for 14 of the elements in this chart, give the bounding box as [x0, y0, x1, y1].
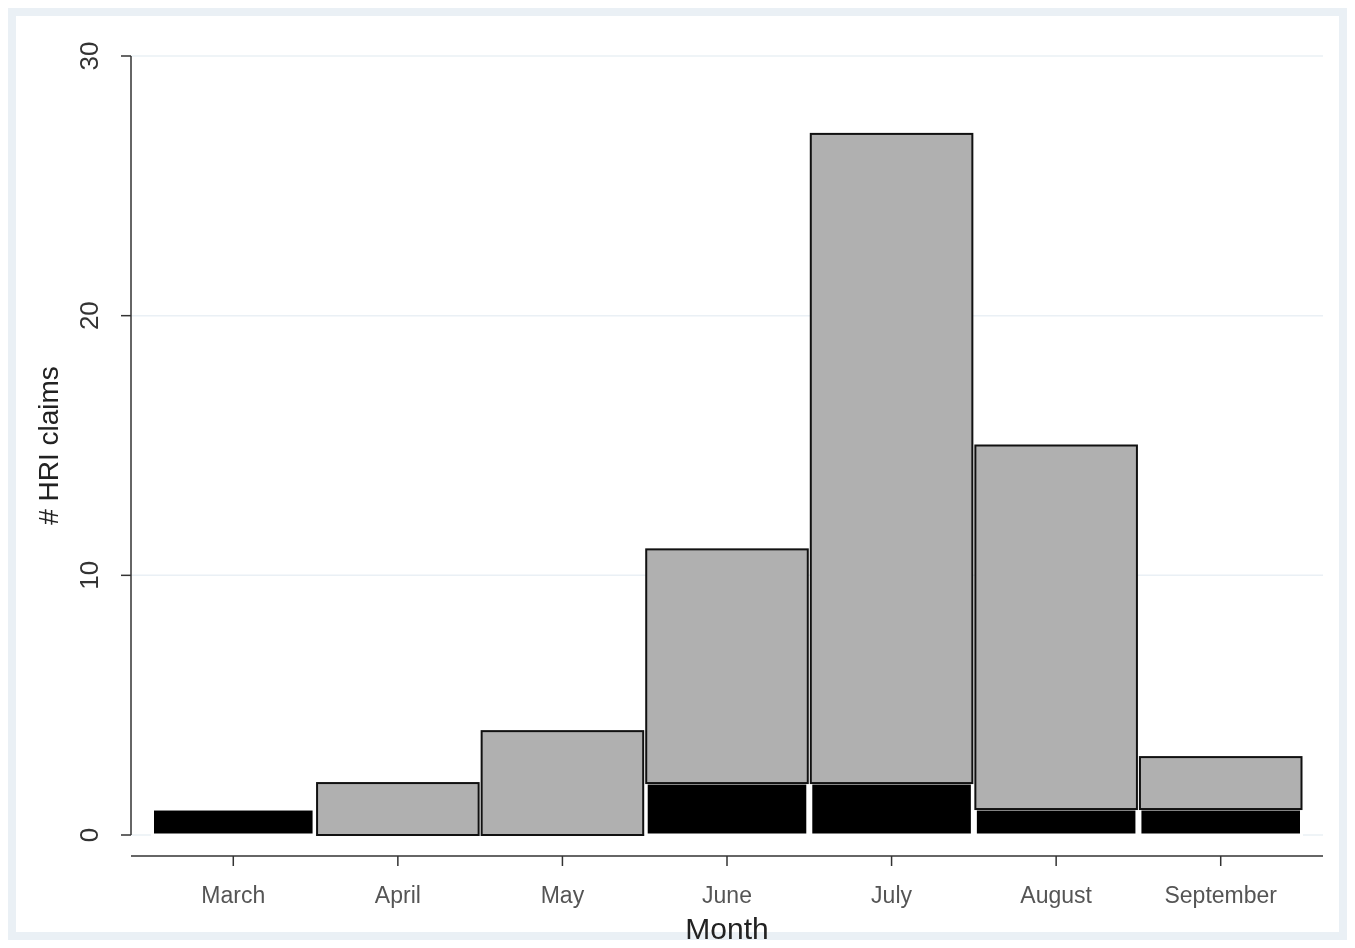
y-tick-label: 30 — [73, 41, 104, 71]
x-tick-label: March — [201, 882, 266, 908]
y-tick-label: 20 — [73, 301, 104, 331]
x-tick-label: August — [1020, 882, 1093, 908]
x-tick-label: September — [1164, 882, 1278, 908]
y-tick-label: 0 — [73, 827, 104, 843]
y-tick-label: 10 — [73, 560, 104, 590]
x-axis-title: Month — [685, 912, 769, 945]
y-axis-title: # HRI claims — [33, 366, 64, 525]
x-tick-label: July — [871, 882, 913, 908]
x-tick-label: May — [540, 882, 585, 908]
x-tick-label: June — [702, 882, 752, 908]
x-tick-label: April — [374, 882, 421, 908]
bar — [151, 807, 316, 837]
